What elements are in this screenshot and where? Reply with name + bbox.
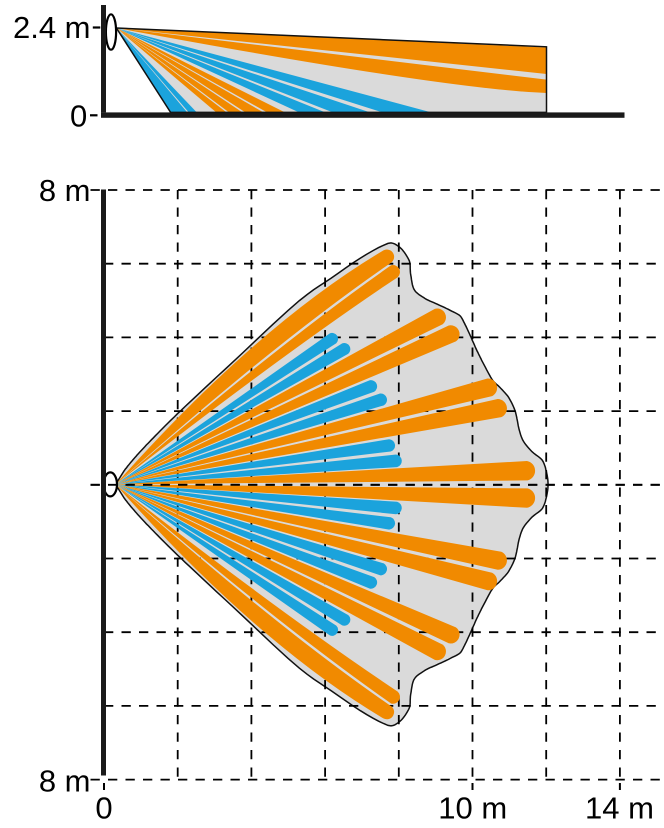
svg-text:2.4 m: 2.4 m [13, 10, 91, 45]
svg-text:0: 0 [95, 790, 112, 825]
svg-text:10 m: 10 m [438, 791, 507, 826]
svg-text:8 m: 8 m [39, 763, 91, 798]
svg-text:14 m: 14 m [585, 791, 654, 826]
svg-text:0: 0 [70, 99, 87, 134]
svg-text:8 m: 8 m [39, 173, 91, 208]
